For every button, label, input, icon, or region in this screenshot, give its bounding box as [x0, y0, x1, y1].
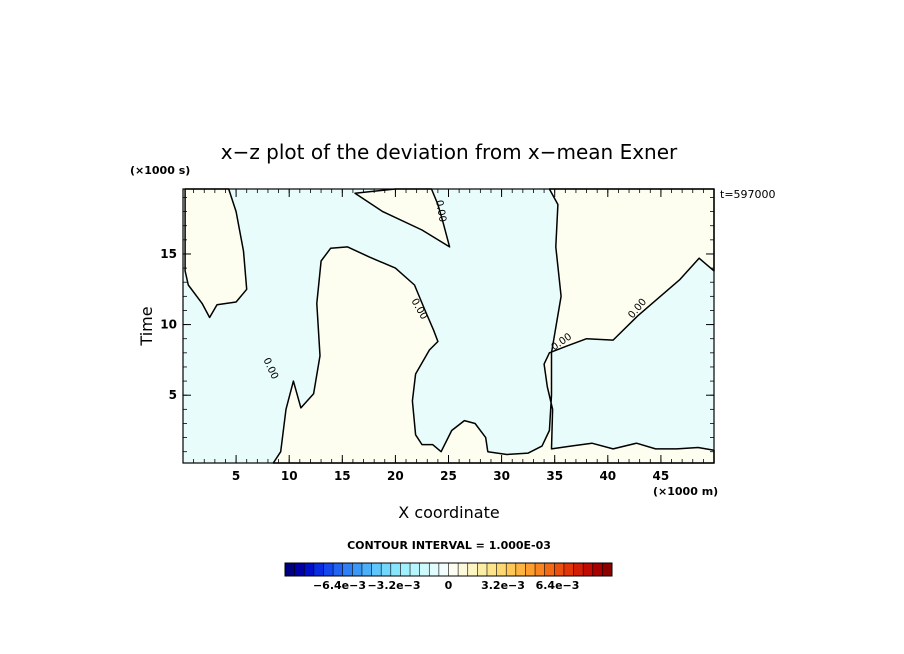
colorbar-swatch — [554, 563, 565, 576]
colorbar-swatch — [419, 563, 430, 576]
zero-contour-label: 0.00 — [433, 199, 448, 223]
colorbar-swatch — [323, 563, 334, 576]
colorbar-swatch — [294, 563, 305, 576]
x-tick-label: 40 — [599, 469, 616, 483]
colorbar-swatch — [390, 563, 401, 576]
colorbar-swatch — [333, 563, 344, 576]
x-tick-label: 45 — [653, 469, 670, 483]
colorbar-swatch — [467, 563, 478, 576]
colorbar-tick-labels: −6.4e−3 −3.2e−3 0 3.2e−3 6.4e−3 — [313, 579, 579, 592]
x-tick-label: 25 — [440, 469, 457, 483]
colorbar-swatch — [448, 563, 459, 576]
colorbar-tick-label: 0 — [445, 579, 453, 592]
y-tick-label: 15 — [160, 247, 177, 261]
x-tick-label: 15 — [334, 469, 351, 483]
colorbar-tick-label: 3.2e−3 — [481, 579, 525, 592]
x-axis-ticks: 5 10 15 20 25 30 35 40 45 — [232, 189, 669, 483]
x-tick-label: 35 — [546, 469, 563, 483]
colorbar-swatch — [304, 563, 315, 576]
colorbar — [284, 562, 613, 577]
colorbar-swatch — [410, 563, 420, 576]
x-tick-label: 10 — [281, 469, 298, 483]
positive-region-3 — [272, 188, 715, 464]
colorbar-swatch — [563, 563, 574, 576]
plot-area: 0.000.000.000.000.00 5 10 15 20 25 30 35 40 45 5… — [160, 188, 715, 483]
y-axis-ticks: 5 10 15 — [160, 247, 714, 402]
colorbar-swatch — [429, 563, 440, 576]
colorbar-swatch — [535, 563, 545, 576]
colorbar-tick-label: 6.4e−3 — [536, 579, 580, 592]
colorbar-swatch — [486, 563, 497, 576]
contour-interval-label: CONTOUR INTERVAL = 1.000E-03 — [347, 539, 551, 552]
colorbar-swatch — [361, 563, 372, 576]
colorbar-swatch — [496, 563, 507, 576]
y-units-label: (×1000 s) — [130, 164, 190, 177]
colorbar-swatch — [544, 563, 555, 576]
colorbar-swatch — [477, 563, 488, 576]
colorbar-tick-label: −3.2e−3 — [367, 579, 420, 592]
colorbar-frame — [284, 562, 613, 577]
colorbar-swatch — [381, 563, 392, 576]
colorbar-swatch — [573, 563, 584, 576]
colorbar-swatch — [506, 563, 517, 576]
x-tick-label: 20 — [387, 469, 404, 483]
colorbar-swatch — [313, 563, 324, 576]
y-tick-label: 10 — [160, 318, 177, 332]
colorbar-swatch — [342, 563, 353, 576]
colorbar-swatch — [438, 563, 449, 576]
x-tick-label: 5 — [232, 469, 240, 483]
colorbar-swatch — [285, 563, 295, 576]
colorbar-swatch — [525, 563, 536, 576]
chart-title: x−z plot of the deviation from x−mean Ex… — [221, 140, 678, 164]
positive-region-1 — [184, 188, 248, 319]
x-tick-label: 30 — [493, 469, 510, 483]
colorbar-tick-label: −6.4e−3 — [313, 579, 366, 592]
colorbar-swatch — [592, 563, 603, 576]
colorbar-swatch — [458, 563, 469, 576]
colorbar-swatch — [583, 563, 594, 576]
colorbar-swatch — [400, 563, 411, 576]
y-axis-label: Time — [137, 306, 156, 346]
colorbar-swatch — [602, 563, 613, 576]
colorbar-swatch — [515, 563, 526, 576]
contour-regions — [184, 188, 715, 464]
x-axis-label: X coordinate — [398, 503, 499, 522]
time-label: t=597000 — [720, 188, 776, 201]
colorbar-swatch — [371, 563, 382, 576]
colorbar-swatch — [352, 563, 363, 576]
x-units-label: (×1000 m) — [653, 485, 718, 498]
y-tick-label: 5 — [169, 388, 177, 402]
